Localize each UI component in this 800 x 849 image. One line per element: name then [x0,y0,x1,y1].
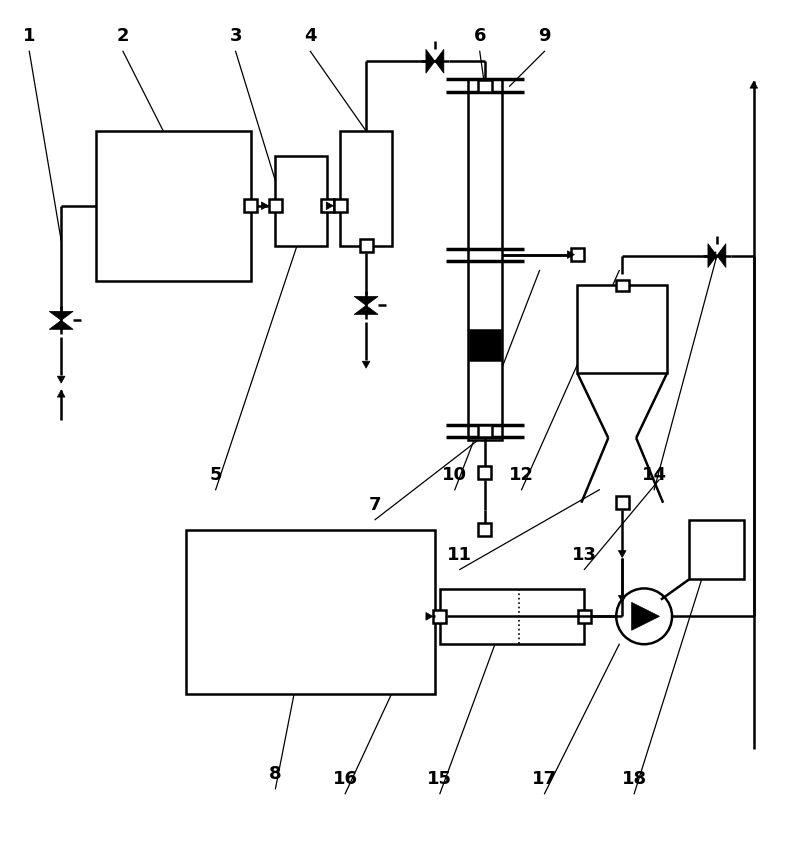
Text: 16: 16 [333,770,358,788]
Polygon shape [58,376,65,383]
Bar [186,530,435,694]
Text: 1: 1 [23,27,35,45]
Polygon shape [567,250,574,258]
Bar [616,279,629,291]
Bar [578,610,591,623]
Bar [340,131,392,245]
Text: 9: 9 [538,27,550,45]
Bar [96,131,250,280]
Text: 10: 10 [442,466,467,484]
Polygon shape [618,550,626,558]
Polygon shape [354,296,378,306]
Polygon shape [50,312,73,320]
Text: 2: 2 [117,27,130,45]
Bar [468,79,502,440]
Polygon shape [362,361,370,368]
Bar [478,80,492,93]
Text: 13: 13 [572,546,597,564]
Polygon shape [326,202,334,210]
Polygon shape [435,49,444,73]
Bar [440,589,584,644]
Polygon shape [717,244,726,267]
Bar [478,425,492,437]
Polygon shape [50,320,73,329]
Text: 4: 4 [304,27,317,45]
Bar [616,497,629,509]
Text: 17: 17 [532,770,557,788]
Text: 5: 5 [210,466,222,484]
Polygon shape [58,391,65,397]
Bar [478,466,491,480]
Bar [334,200,346,212]
Bar [360,239,373,252]
Bar [478,523,491,536]
Bar [470,330,500,360]
Polygon shape [750,82,758,88]
Bar [571,248,584,261]
Polygon shape [631,603,659,630]
Polygon shape [426,612,433,620]
Text: 18: 18 [622,770,646,788]
Text: 7: 7 [369,496,382,514]
Text: 15: 15 [427,770,452,788]
Polygon shape [426,49,435,73]
Text: 12: 12 [509,466,534,484]
Polygon shape [709,252,716,260]
Text: 11: 11 [447,546,472,564]
Polygon shape [354,306,378,314]
Text: 8: 8 [269,765,282,783]
Polygon shape [618,595,626,603]
Text: 6: 6 [474,27,486,45]
Bar [321,200,334,212]
Bar [578,285,667,374]
Text: 14: 14 [642,466,666,484]
Polygon shape [708,244,717,267]
Bar [434,610,446,623]
Bar [269,200,282,212]
Bar [275,156,327,245]
Text: 3: 3 [230,27,242,45]
Bar [689,520,744,580]
Polygon shape [262,202,269,210]
Bar [244,200,257,212]
